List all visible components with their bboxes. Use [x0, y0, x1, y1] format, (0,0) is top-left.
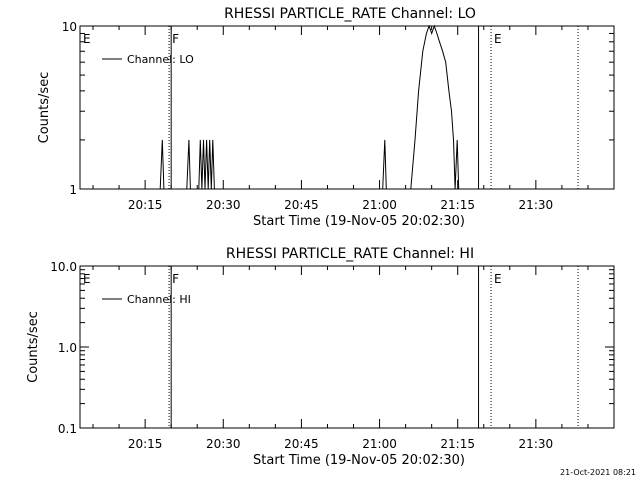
x-tick-label: 21:30: [519, 198, 554, 212]
x-tick-label: 21:15: [440, 437, 475, 451]
x-tick-label: 20:45: [284, 437, 319, 451]
y-tick-label: 1: [69, 183, 77, 197]
marker-label: F: [172, 32, 179, 46]
legend-label: Channel: HI: [127, 293, 191, 306]
marker-label: E: [83, 32, 91, 46]
plot-frame: [79, 25, 615, 190]
y-tick-label: 10.0: [50, 260, 77, 274]
chart-panel-lo: RHESSI PARTICLE_RATE Channel: LO 20:15 20:…: [37, 6, 615, 229]
y-tick-label: 0.1: [58, 422, 77, 436]
y-axis-label: Counts/sec: [37, 72, 52, 144]
marker-label: E: [83, 272, 91, 286]
y-axis-label: Counts/sec: [26, 311, 41, 383]
x-tick-label: 21:30: [519, 437, 554, 451]
marker-label: F: [172, 272, 179, 286]
chart-title: RHESSI PARTICLE_RATE Channel: LO: [224, 6, 476, 22]
series-line: [80, 24, 614, 190]
x-tick-label: 20:15: [128, 437, 163, 451]
timestamp: 21-Oct-2021 08:21: [560, 468, 636, 477]
x-axis-label: Start Time (19-Nov-05 20:02:30): [253, 453, 465, 468]
marker-label: E: [494, 272, 502, 286]
chart-title: RHESSI PARTICLE_RATE Channel: HI: [226, 246, 474, 262]
plot-frame: [79, 265, 615, 429]
x-tick-label: 20:45: [284, 198, 319, 212]
x-tick-label: 20:15: [128, 198, 163, 212]
x-tick-label: 20:30: [206, 437, 241, 451]
y-tick-label: 1.0: [58, 341, 77, 355]
x-tick-label: 21:15: [440, 198, 475, 212]
legend-label: Channel: LO: [127, 53, 194, 66]
chart-panel-hi: RHESSI PARTICLE_RATE Channel: HI 20:15 20:…: [26, 246, 615, 468]
x-tick-label: 21:00: [362, 437, 397, 451]
x-tick-label: 21:00: [362, 198, 397, 212]
x-axis-label: Start Time (19-Nov-05 20:02:30): [253, 214, 465, 229]
marker-label: E: [494, 32, 502, 46]
y-tick-label: 10: [62, 20, 77, 34]
x-tick-label: 20:30: [206, 198, 241, 212]
